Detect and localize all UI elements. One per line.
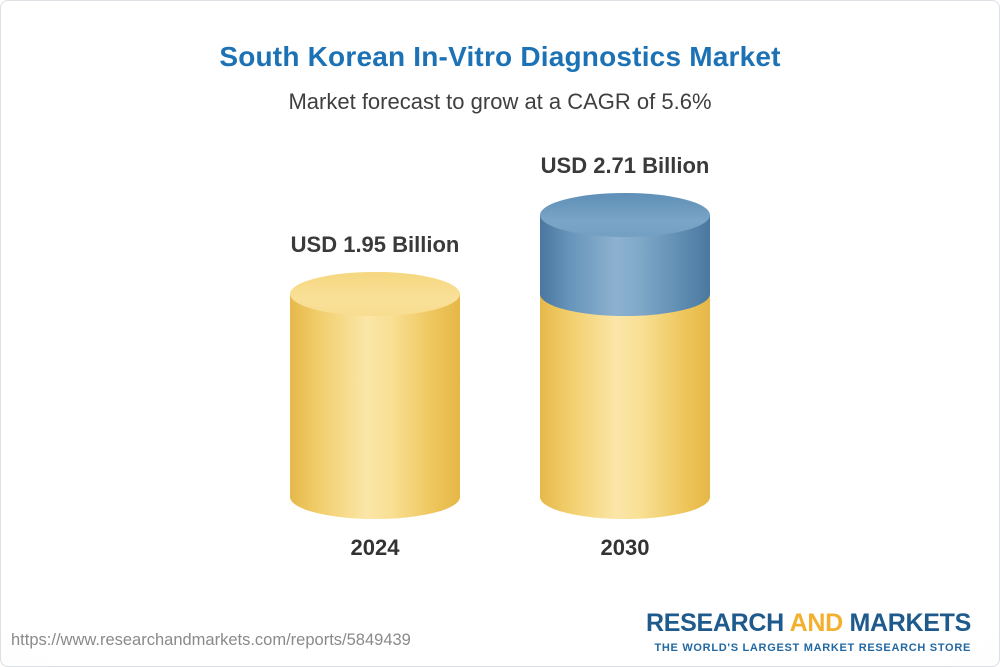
- value-label-2030: USD 2.71 Billion: [540, 153, 710, 178]
- source-url: https://www.researchandmarkets.com/repor…: [11, 631, 411, 649]
- logo-word-markets: MARKETS: [849, 609, 971, 637]
- logo-tagline: THE WORLD'S LARGEST MARKET RESEARCH STOR…: [654, 642, 971, 654]
- cylinder-2030: [540, 193, 710, 519]
- research-and-markets-logo: RESEARCH AND MARKETS THE WORLD'S LARGEST…: [646, 609, 971, 654]
- logo-word-research: RESEARCH: [645, 609, 784, 637]
- bar-group-2030: USD 2.71 Billion 2030: [540, 153, 710, 561]
- cylinder-2030-top-ellipse: [540, 193, 710, 237]
- page-subtitle: Market forecast to grow at a CAGR of 5.6…: [288, 89, 712, 114]
- value-label-2024: USD 1.95 Billion: [290, 232, 460, 257]
- logo-wordmark: RESEARCH AND MARKETS: [646, 609, 971, 638]
- year-label-2030: 2030: [600, 535, 650, 560]
- bar-group-2024: USD 1.95 Billion 2024: [290, 232, 460, 561]
- cylinder-2024-top-ellipse: [290, 272, 460, 316]
- year-label-2024: 2024: [350, 535, 400, 560]
- cylinder-2024-body: [290, 294, 460, 519]
- header: South Korean In-Vitro Diagnostics Market…: [1, 1, 999, 115]
- cylinder-2030-base-body: [540, 294, 710, 519]
- cylinder-bar-chart: USD 1.95 Billion 2024 USD 2.71 Billion 2…: [1, 153, 999, 561]
- logo-word-and: AND: [789, 609, 844, 637]
- cylinder-2024: [290, 272, 460, 519]
- page-title: South Korean In-Vitro Diagnostics Market: [219, 41, 781, 72]
